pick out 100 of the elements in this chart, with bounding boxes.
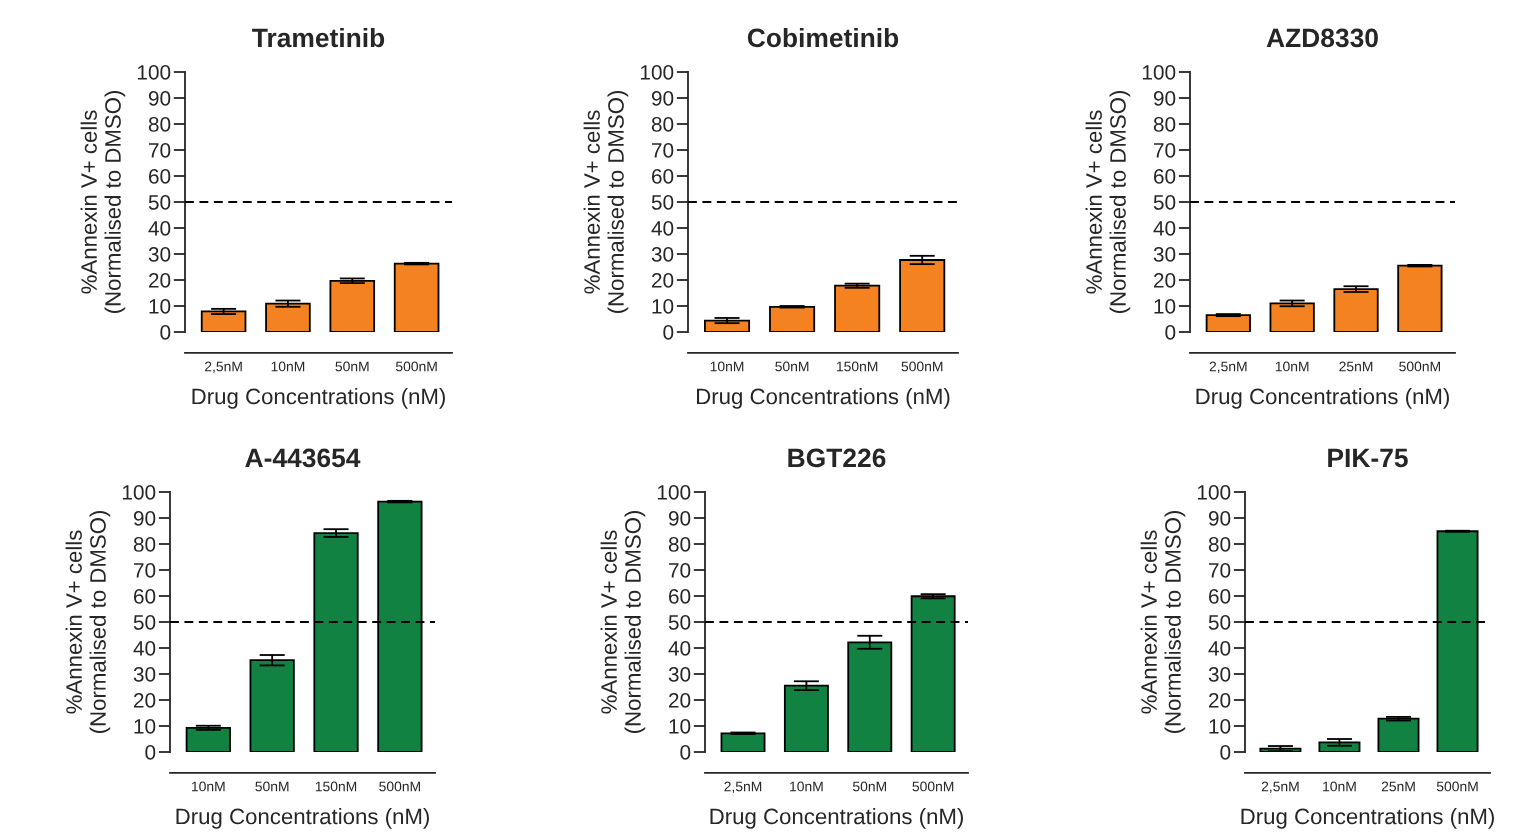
x-axis-title: Drug Concentrations (nM) [176,808,429,829]
x-tick-label: 50nM [335,361,369,372]
bar [847,641,893,752]
bar [720,732,766,752]
y-tick-label: 90 [1208,511,1231,526]
x-tick-label: 50nM [255,781,289,792]
bar [1397,264,1443,332]
x-axis-title: Drug Concentrations (nM) [697,388,950,409]
y-tick-label: 0 [160,325,171,340]
y-tick-label: 40 [148,221,171,236]
y-tick-label: 60 [134,589,156,604]
y-tick-label: 50 [148,195,171,210]
x-tick-label: 2,5nM [205,361,242,374]
y-tick-label: 30 [668,667,691,682]
y-tick-label: 20 [1208,693,1231,708]
y-tick-label: 0 [663,325,674,340]
y-tick-label: 10 [149,299,171,314]
y-tick-label: 60 [149,169,171,184]
y-tick-label: 10 [1154,299,1176,314]
x-axis-title: Drug Concentrations (nM) [1241,808,1494,829]
y-tick-label: 100 [640,65,674,80]
y-tick-label: 80 [1153,117,1176,132]
x-tick-label: 2,5nM [724,781,762,794]
x-tick-label: 10nM [1323,781,1356,792]
y-tick-label: 70 [669,563,691,578]
y-tick-label: 60 [1154,169,1176,184]
y-tick-label: 80 [133,537,156,552]
bar [185,726,231,752]
y-tick-label: 60 [1209,589,1231,604]
y-tick-label: 20 [1153,273,1176,288]
x-tick-label: 500nM [379,781,420,792]
y-tick-label: 30 [1208,667,1231,682]
y-tick-label: 10 [669,719,691,734]
y-tick-label: 100 [1197,485,1231,500]
y-tick-label: 100 [657,485,691,500]
bar [1269,302,1315,332]
x-axis-title: Drug Concentrations (nM) [710,808,963,829]
y-tick-label: 70 [1209,563,1231,578]
y-axis-title: %Annexin V+ cells (Normalised to DMSO) [583,91,629,313]
bar [834,284,881,332]
y-tick-label: 100 [1142,65,1176,80]
bar [783,684,829,752]
y-axis-title: %Annexin V+ cells (Normalised to DMSO) [80,91,126,313]
y-tick-label: 50 [651,195,674,210]
x-tick-label: 10nM [710,361,744,372]
y-tick-label: 80 [148,117,171,132]
y-tick-label: 10 [1209,719,1231,734]
y-tick-label: 30 [148,247,171,262]
x-axis-title: Drug Concentrations (nM) [1196,388,1449,409]
y-tick-label: 30 [133,667,156,682]
y-tick-label: 20 [148,273,171,288]
x-tick-label: 10nM [192,781,225,792]
y-tick-label: 40 [651,221,674,236]
y-tick-label: 40 [1153,221,1176,236]
y-tick-label: 0 [1165,325,1176,340]
x-tick-label: 500nM [1399,361,1440,372]
y-tick-label: 0 [145,745,156,760]
y-tick-label: 20 [668,693,691,708]
y-tick-label: 100 [137,65,171,80]
y-tick-label: 90 [1153,91,1176,106]
bar [249,659,295,752]
y-tick-label: 80 [668,537,691,552]
bar [1205,314,1251,332]
x-tick-label: 10nM [271,361,305,372]
x-tick-label: 2,5nM [1209,361,1247,374]
bar [393,262,440,332]
y-tick-label: 50 [133,615,156,630]
y-tick-label: 70 [1154,143,1176,158]
bar [200,310,247,332]
y-axis-title: %Annexin V+ cells (Normalised to DMSO) [1085,91,1131,313]
x-axis-title: Drug Concentrations (nM) [192,388,445,409]
y-tick-label: 80 [651,117,674,132]
y-tick-label: 40 [1208,641,1231,656]
y-tick-label: 80 [1208,537,1231,552]
x-tick-label: 25nM [1339,361,1373,372]
y-tick-label: 10 [134,719,156,734]
x-tick-label: 150nM [315,781,357,792]
x-tick-label: 10nM [1275,361,1309,372]
y-tick-label: 90 [133,511,156,526]
y-tick-label: 60 [669,589,691,604]
bar [265,302,311,332]
y-axis-title: %Annexin V+ cells (Normalised to DMSO) [600,511,646,733]
y-tick-label: 40 [668,641,691,656]
x-tick-label: 500nM [901,361,943,372]
y-tick-label: 100 [122,485,156,500]
y-tick-label: 90 [668,511,691,526]
y-tick-label: 0 [1220,745,1231,760]
y-tick-label: 90 [148,91,171,106]
chart-title: AZD8330 [1266,28,1378,48]
y-tick-label: 30 [651,247,674,262]
y-tick-label: 40 [133,641,156,656]
x-tick-label: 150nM [836,361,878,372]
chart-title: PIK-75 [1328,448,1408,468]
y-tick-label: 50 [668,615,691,630]
x-tick-label: 10nM [790,781,823,792]
x-tick-label: 500nM [912,781,954,792]
bar [899,259,946,332]
y-tick-label: 70 [134,563,156,578]
y-tick-label: 70 [149,143,171,158]
bar [769,305,816,332]
